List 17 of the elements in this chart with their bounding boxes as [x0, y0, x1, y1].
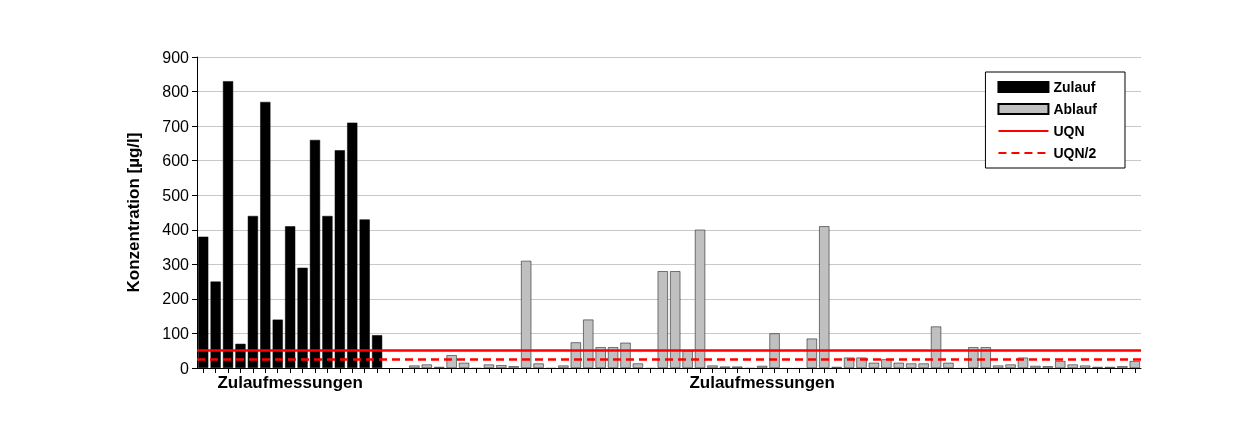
legend-label: Ablauf	[1053, 101, 1098, 117]
y-tick-label: 400	[162, 221, 190, 239]
x-tick-label: Zulaufmessungen	[689, 373, 835, 392]
y-tick-label: 100	[162, 324, 190, 342]
y-tick-label: 300	[162, 255, 190, 273]
y-tick-label: 500	[162, 186, 190, 204]
legend-label: Zulauf	[1053, 79, 1096, 95]
y-tick-label: 600	[162, 152, 190, 170]
y-tick-label: 700	[162, 117, 190, 135]
y-axis-title: Konzentration [µg/l]	[124, 132, 143, 293]
legend-label: UQN	[1053, 123, 1085, 139]
y-tick-label: 900	[162, 48, 190, 66]
y-tick-label: 800	[162, 83, 190, 101]
x-tick-label: Zulaufmessungen	[217, 373, 363, 392]
y-tick-label: 200	[162, 290, 190, 308]
legend-label: UQN/2	[1053, 145, 1097, 161]
y-tick-label: 0	[180, 359, 190, 377]
